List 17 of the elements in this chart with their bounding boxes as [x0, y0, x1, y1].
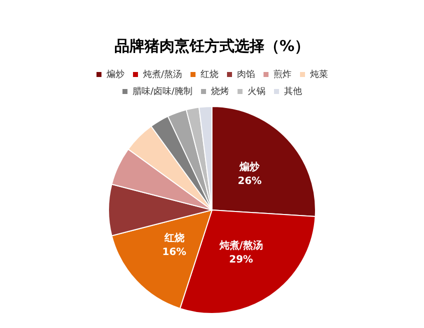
legend-label: 烧烤	[211, 86, 230, 97]
slice-label: 炖煮/熬汤	[218, 239, 263, 252]
chart-title: 品牌猪肉烹饪方式选择（%）	[114, 36, 310, 55]
legend-label: 火锅	[248, 86, 266, 97]
legend-label: 煎炸	[274, 68, 292, 80]
data-label: 26%	[238, 176, 262, 188]
legend-label: 煸炒	[106, 68, 124, 80]
legend-label: 炖煮/熬汤	[142, 68, 182, 80]
legend-label: 其他	[284, 86, 302, 97]
data-label: 16%	[162, 247, 186, 258]
legend-label: 肉馅	[237, 68, 256, 80]
legend-label: 腊味/卤味/腌制	[132, 86, 193, 97]
slice-label: 煸炒	[238, 161, 261, 174]
legend-label: 红烧	[200, 68, 219, 80]
slice-label: 红烧	[163, 232, 184, 244]
data-label: 29%	[229, 254, 254, 266]
legend-label: 炖菜	[310, 68, 328, 80]
